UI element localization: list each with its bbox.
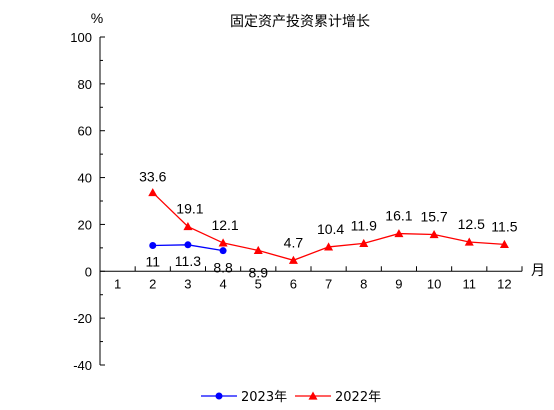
chart-title: 固定资产投资累计增长	[230, 14, 370, 30]
data-label: 4.7	[284, 234, 304, 250]
data-point	[149, 242, 157, 250]
legend-label: 2023年	[241, 390, 287, 405]
data-point	[148, 188, 158, 197]
x-tick-label: 12	[497, 276, 511, 291]
data-point	[219, 247, 227, 255]
x-axis-unit: 月	[531, 262, 545, 278]
data-point	[183, 222, 193, 231]
data-point	[394, 229, 404, 238]
x-tick-label: 2	[149, 276, 156, 291]
y-tick-label: 60	[78, 124, 92, 139]
y-axis-unit: %	[91, 10, 103, 26]
y-tick-label: 80	[78, 77, 92, 92]
data-point	[253, 245, 263, 255]
x-tick-label: 1	[114, 276, 121, 291]
x-tick-label: 5	[255, 276, 262, 291]
y-tick-label: 40	[78, 171, 92, 186]
data-label: 11	[145, 254, 160, 270]
y-tick-label: 100	[70, 30, 92, 45]
legend: 2023年 2022年	[201, 390, 381, 405]
x-tick-label: 8	[360, 276, 367, 291]
data-label: 10.4	[317, 221, 344, 237]
y-tick-label: 0	[85, 264, 92, 279]
data-label: 11.3	[175, 253, 201, 269]
data-point	[499, 239, 509, 248]
y-tick-label: -20	[73, 311, 92, 326]
data-point	[218, 238, 228, 247]
data-label: 12.5	[458, 216, 485, 232]
series-layer: 11 11.3 8.8 33.6 19.1 12.1 8.9 4.7 10.4 11.9 16.1 1…	[139, 169, 518, 281]
legend-label: 2022年	[335, 390, 381, 405]
data-label: 19.1	[176, 201, 203, 217]
legend-marker	[308, 391, 318, 400]
data-point	[359, 238, 369, 248]
legend-marker	[215, 392, 223, 400]
x-tick-label: 9	[395, 276, 402, 291]
data-label: 12.1	[211, 217, 238, 233]
data-label: 33.6	[139, 169, 166, 185]
data-point	[429, 230, 439, 239]
x-tick-label: 3	[184, 276, 191, 291]
data-label: 8.9	[249, 264, 269, 280]
data-label: 11.9	[351, 217, 377, 233]
data-point	[464, 237, 474, 246]
data-label: 8.8	[213, 260, 233, 276]
x-tick-label: 4	[219, 276, 226, 291]
data-label: 11.5	[491, 218, 517, 234]
x-tick-label: 7	[325, 276, 332, 291]
data-label: 16.1	[385, 208, 412, 224]
y-tick-label: 20	[78, 217, 92, 232]
data-point	[288, 255, 298, 264]
x-tick-label: 6	[290, 276, 297, 291]
data-point	[184, 241, 192, 249]
data-label: 15.7	[420, 209, 447, 225]
x-tick-label: 11	[463, 276, 477, 291]
data-point	[324, 242, 334, 251]
x-tick-label: 10	[427, 276, 441, 291]
y-tick-label: -40	[73, 358, 92, 373]
